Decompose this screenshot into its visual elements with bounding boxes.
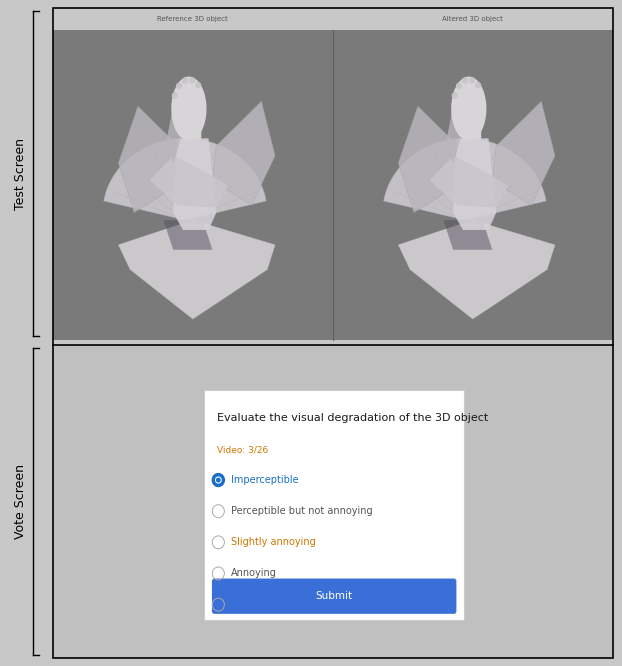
Circle shape	[190, 78, 194, 83]
Text: Reference 3D object: Reference 3D object	[157, 16, 228, 22]
Text: Altered 3D object: Altered 3D object	[442, 16, 503, 22]
Text: Evaluate the visual degradation of the 3D object: Evaluate the visual degradation of the 3…	[217, 413, 488, 423]
Text: Annoying: Annoying	[231, 569, 277, 579]
Circle shape	[457, 83, 462, 89]
Polygon shape	[104, 139, 266, 220]
Polygon shape	[164, 220, 213, 250]
Circle shape	[212, 474, 225, 486]
Polygon shape	[165, 89, 197, 163]
Polygon shape	[445, 89, 476, 163]
FancyBboxPatch shape	[464, 121, 481, 139]
Circle shape	[476, 83, 480, 88]
Polygon shape	[384, 139, 546, 220]
Polygon shape	[118, 106, 183, 212]
Polygon shape	[443, 220, 493, 250]
Text: Slightly annoying: Slightly annoying	[231, 537, 316, 547]
FancyBboxPatch shape	[53, 30, 613, 340]
Polygon shape	[118, 220, 275, 319]
Polygon shape	[451, 77, 486, 141]
FancyBboxPatch shape	[53, 345, 613, 658]
Polygon shape	[398, 106, 463, 212]
Circle shape	[216, 477, 221, 483]
FancyBboxPatch shape	[53, 340, 613, 345]
Circle shape	[183, 78, 188, 83]
Text: Perceptible but not annoying: Perceptible but not annoying	[231, 506, 373, 516]
Text: Vote Screen: Vote Screen	[14, 464, 27, 539]
Polygon shape	[213, 101, 275, 205]
FancyBboxPatch shape	[53, 8, 613, 30]
Polygon shape	[430, 156, 508, 208]
Polygon shape	[171, 77, 207, 141]
Polygon shape	[493, 101, 555, 205]
Text: Imperceptible: Imperceptible	[231, 475, 299, 485]
Circle shape	[196, 83, 200, 88]
Polygon shape	[173, 139, 216, 230]
Text: Video: 3/26: Video: 3/26	[217, 445, 268, 454]
Polygon shape	[453, 139, 496, 230]
Text: Submit: Submit	[315, 591, 353, 601]
Text: Very annoying: Very annoying	[231, 599, 301, 609]
FancyBboxPatch shape	[204, 390, 464, 621]
FancyBboxPatch shape	[212, 579, 457, 614]
Polygon shape	[398, 220, 555, 319]
Circle shape	[177, 83, 182, 89]
Circle shape	[452, 93, 457, 98]
FancyBboxPatch shape	[184, 121, 202, 139]
Text: Test Screen: Test Screen	[14, 138, 27, 210]
Circle shape	[172, 93, 177, 98]
Circle shape	[470, 78, 474, 83]
Circle shape	[463, 78, 468, 83]
Circle shape	[216, 478, 220, 482]
Polygon shape	[150, 156, 228, 208]
